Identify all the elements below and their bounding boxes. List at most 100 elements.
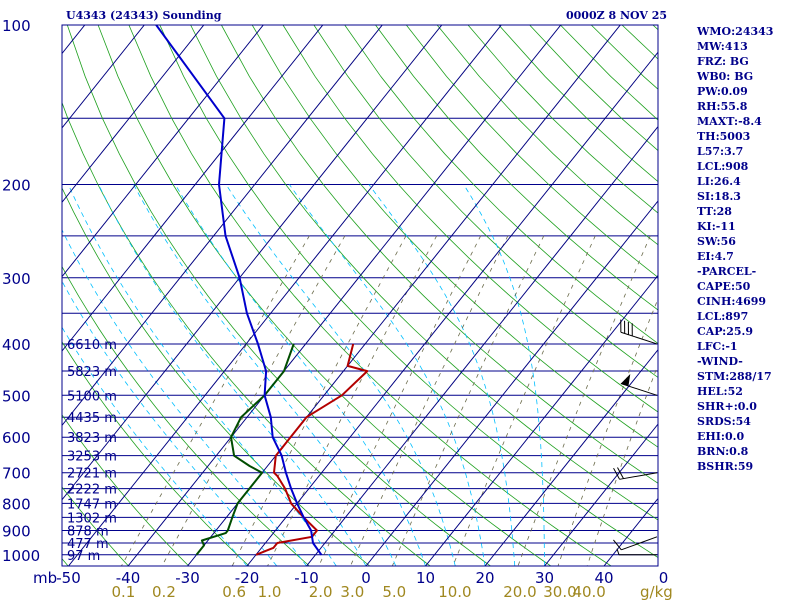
index-value: STM:288/17 (697, 370, 772, 383)
temperature-tick-label: -50 (56, 569, 81, 587)
pressure-tick-label: 700 (2, 465, 31, 483)
isotherm-line (246, 51, 658, 566)
isotherm-line (62, 25, 324, 352)
index-value: FRZ: BG (697, 55, 749, 68)
wind-barb-staff (620, 331, 658, 345)
index-value: CINH:4699 (697, 295, 767, 308)
isotherm-line (62, 25, 383, 427)
dry-adiabat-line (221, 25, 658, 484)
height-label: 5823 m (67, 365, 117, 380)
moist-adiabat-line (62, 228, 307, 566)
sounding-series (155, 25, 369, 556)
index-value: EI:4.7 (697, 250, 734, 263)
pressure-tick-label: 200 (2, 176, 31, 194)
dry-adiabat-line (282, 25, 658, 413)
wind-barb-staff (619, 472, 658, 480)
pressure-tick-label: 500 (2, 387, 31, 405)
wind-barb (616, 548, 657, 556)
mixing-ratio-label: 0.2 (152, 583, 176, 600)
wind-barbs (613, 319, 658, 556)
mixing-ratio-label: 40.0 (572, 583, 605, 600)
dry-adiabat-line (66, 25, 491, 566)
mixing-ratio-line (557, 297, 658, 566)
height-label: 97 m (67, 549, 100, 564)
index-value: LCL:908 (697, 160, 749, 173)
temperature-tick-label: 40 (594, 569, 613, 587)
dry-adiabat-line (436, 25, 658, 246)
temperature-tick-label: -20 (235, 569, 260, 587)
index-value: CAP:25.9 (697, 325, 754, 338)
sounding-time: 0000Z 8 NOV 25 (566, 9, 668, 22)
wind-barb (613, 467, 658, 480)
mixing-ratio-line (318, 235, 482, 566)
moist-adiabat-line (174, 184, 426, 566)
moist-adiabat-line (62, 326, 248, 566)
mixing-ratio-unit: g/kg (640, 583, 673, 600)
mixing-ratio-label: 0.1 (111, 583, 135, 600)
wind-barb-feather (613, 539, 622, 551)
index-value: MW:413 (697, 40, 748, 53)
index-value: -PARCEL- (697, 265, 757, 278)
pressure-tick-label: 800 (2, 495, 31, 513)
pressure-unit-label: mb (33, 569, 57, 587)
pressure-tick-label: 100 (2, 17, 31, 35)
wind-barb-feather (613, 467, 621, 480)
index-value: SI:18.3 (697, 190, 741, 203)
dry-adiabat-line (62, 341, 250, 566)
dry-adiabat-line (128, 25, 612, 566)
dry-adiabat-line (62, 558, 69, 566)
wind-barb-feather (617, 467, 624, 479)
pressure-tick-label: 1000 (2, 547, 40, 565)
index-value: LI:26.4 (697, 175, 741, 188)
index-value: SHR+:0.0 (697, 400, 757, 413)
mixing-ratio-line (121, 235, 310, 566)
mixing-ratio-label: 1.0 (258, 583, 282, 600)
temperature-tick-label: 30 (535, 569, 554, 587)
mixing-ratio-line (452, 235, 596, 566)
wind-barb-feather (624, 320, 626, 334)
index-value: LFC:-1 (697, 340, 738, 353)
index-value: SRDS:54 (697, 415, 751, 428)
dry-adiabat-line (313, 25, 658, 378)
mixing-ratio-line (586, 363, 658, 566)
wind-barb-half-feather (616, 548, 620, 555)
index-value: TT:28 (697, 205, 732, 218)
temperature-tick-label: 20 (475, 569, 494, 587)
plot-frame (61, 24, 659, 567)
moist-adiabat-line (67, 184, 337, 566)
pressure-tick-label: 600 (2, 429, 31, 447)
temperature-tick-label: 10 (416, 569, 435, 587)
index-value: KI:-11 (697, 220, 736, 233)
index-value: BSHR:59 (697, 460, 754, 473)
moist-adiabat-line (368, 184, 516, 566)
index-value: LCL:897 (697, 310, 749, 323)
temperature-tick-label: -10 (294, 569, 319, 587)
isotherm-line (0, 25, 25, 566)
height-label: 3823 m (67, 431, 117, 446)
pressure-tick-label: 400 (2, 336, 31, 354)
mixing-ratio-line (231, 235, 407, 566)
index-value: PW:0.09 (697, 85, 748, 98)
wind-barb-feather (627, 322, 629, 335)
moist-adiabat-line (289, 184, 486, 566)
height-label: 6610 m (67, 338, 117, 353)
index-value: SW:56 (697, 235, 736, 248)
temperature-tick-label: 0 (361, 569, 371, 587)
moist-adiabat-line (98, 184, 367, 566)
height-label: 4435 m (67, 411, 117, 426)
pressure-tick-label: 900 (2, 523, 31, 541)
isotherm-line (62, 25, 264, 278)
wind-barb (620, 373, 658, 396)
temperature-tick-label: -40 (116, 569, 141, 587)
index-value: BRN:0.8 (697, 445, 749, 458)
isotherm-line (62, 25, 145, 129)
temperature-tick-label: -30 (175, 569, 200, 587)
dry-adiabat-line (190, 25, 658, 521)
dry-adiabat-line (97, 25, 552, 566)
wind-barb (613, 536, 658, 551)
mixing-ratio-label: 3.0 (340, 583, 364, 600)
mixing-ratio-label: 0.6 (222, 583, 246, 600)
dry-adiabat-line (62, 101, 431, 566)
dry-adiabat-line (405, 25, 658, 278)
